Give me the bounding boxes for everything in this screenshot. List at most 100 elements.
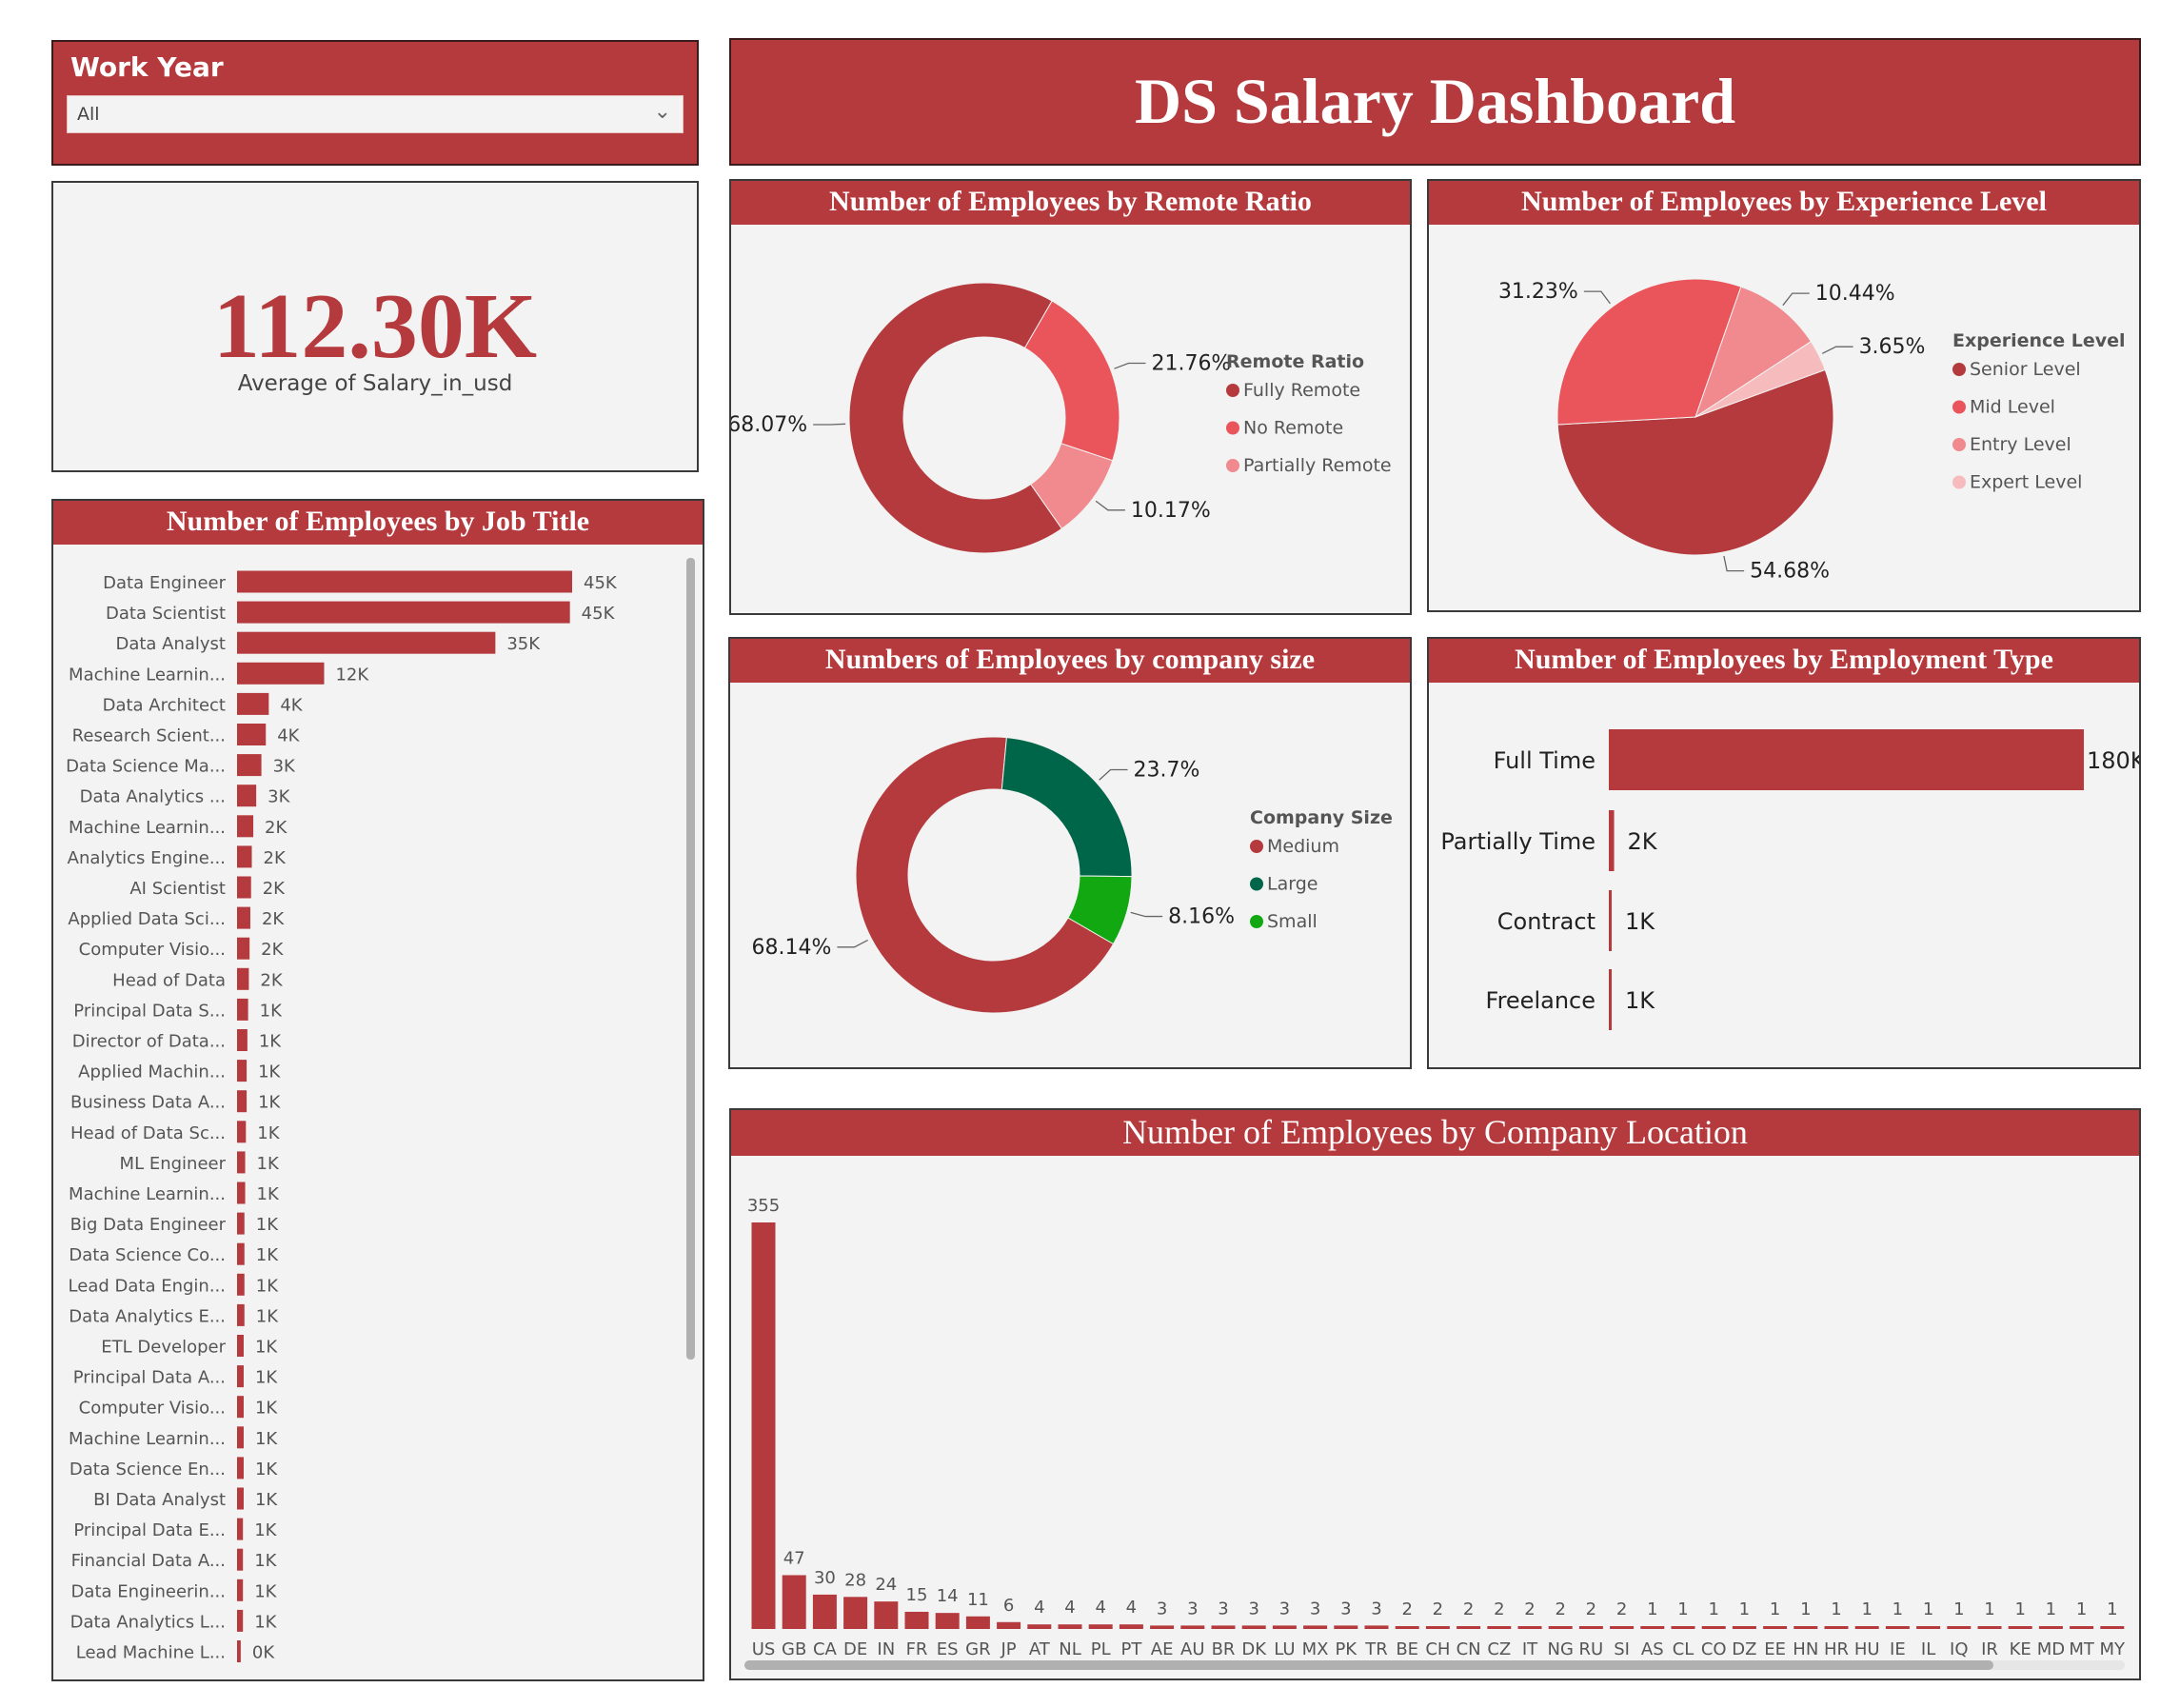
data-label: 4 xyxy=(1126,1598,1137,1618)
category-label: Data Analytics L... xyxy=(70,1612,226,1632)
slice-data-label: 8.16% xyxy=(1168,905,1235,929)
bar xyxy=(237,967,249,990)
bar xyxy=(1794,1626,1818,1629)
bar xyxy=(1364,1625,1389,1629)
category-label: MD xyxy=(2037,1639,2065,1659)
slice-senior-level xyxy=(1556,368,1834,556)
leader-line xyxy=(1723,555,1745,572)
category-label: CO xyxy=(1701,1639,1727,1659)
data-label: 1K xyxy=(254,1581,277,1601)
category-label: PK xyxy=(1335,1639,1358,1659)
legend-title: Company Size xyxy=(1250,807,1393,828)
category-label: HR xyxy=(1824,1639,1849,1659)
vertical-scrollbar[interactable] xyxy=(686,558,695,1360)
chart-title: Number of Employees by Employment Type xyxy=(1429,639,2139,683)
category-label: JP xyxy=(1001,1639,1017,1659)
leader-line xyxy=(1130,911,1163,918)
data-label: 1K xyxy=(1625,908,1655,935)
legend-marker xyxy=(1952,475,1966,489)
slice-large xyxy=(1001,737,1133,878)
slice-no-remote xyxy=(1023,300,1120,462)
category-label: US xyxy=(752,1639,776,1659)
category-label: Head of Data Sc... xyxy=(70,1123,226,1143)
bar xyxy=(1578,1626,1603,1629)
category-label: Computer Visio... xyxy=(79,940,226,960)
data-label: 28 xyxy=(844,1570,866,1590)
data-label: 2K xyxy=(262,909,285,929)
category-label: Director of Data... xyxy=(72,1032,226,1052)
bar xyxy=(1027,1624,1052,1629)
legend-item: Medium xyxy=(1267,836,1339,857)
data-label: 2K xyxy=(260,970,283,990)
bar xyxy=(237,1090,248,1113)
bar xyxy=(237,1396,244,1419)
data-label: 2 xyxy=(1401,1599,1412,1619)
category-label: PT xyxy=(1120,1639,1142,1659)
data-label: 1K xyxy=(257,1123,280,1143)
data-label: 1 xyxy=(1831,1599,1841,1619)
experience-level-plot: 54.68% 31.23% 10.44% 3.65% Experience Level S… xyxy=(1498,278,2126,584)
category-label: IR xyxy=(1981,1639,1998,1659)
bar xyxy=(237,1121,247,1143)
bar xyxy=(1334,1625,1358,1629)
category-label: IT xyxy=(1522,1639,1538,1659)
bar xyxy=(237,784,257,807)
bar xyxy=(874,1601,899,1629)
bar xyxy=(237,1303,245,1326)
legend-title: Remote Ratio xyxy=(1226,351,1364,372)
category-label: Data Science Co... xyxy=(69,1245,226,1265)
bar xyxy=(1947,1626,1972,1629)
category-label: Freelance xyxy=(1486,987,1595,1014)
category-label: Principal Data A... xyxy=(73,1368,226,1388)
horizontal-scrollbar[interactable] xyxy=(744,1660,1993,1670)
data-label: 4K xyxy=(277,726,300,746)
bar xyxy=(1609,890,1612,951)
category-label: Big Data Engineer xyxy=(70,1215,227,1235)
category-label: CA xyxy=(813,1639,838,1659)
bar xyxy=(237,1060,248,1082)
bar xyxy=(1609,729,2084,790)
bar xyxy=(2038,1626,2063,1629)
slice-data-label: 23.7% xyxy=(1134,759,1200,783)
data-label: 1K xyxy=(1625,987,1655,1014)
category-label: AS xyxy=(1641,1639,1664,1659)
slice-data-label: 31.23% xyxy=(1498,280,1578,304)
legend-marker xyxy=(1952,363,1966,376)
chevron-down-icon: ⌄ xyxy=(653,100,671,124)
data-label: 1K xyxy=(258,1063,281,1082)
bar xyxy=(1241,1625,1266,1629)
category-label: Financial Data A... xyxy=(71,1551,226,1571)
bar xyxy=(935,1613,960,1629)
data-label: 1K xyxy=(255,1429,278,1449)
category-label: IE xyxy=(1890,1639,1906,1659)
data-label: 6 xyxy=(1003,1596,1014,1616)
category-label: AU xyxy=(1180,1639,1205,1659)
chart-title: Number of Employees by Remote Ratio xyxy=(731,181,1410,225)
work-year-dropdown[interactable]: All ⌄ xyxy=(67,95,684,133)
category-label: BE xyxy=(1396,1639,1418,1659)
data-label: 1 xyxy=(1953,1599,1964,1619)
bar xyxy=(237,1182,246,1204)
category-label: Lead Machine L... xyxy=(76,1643,226,1663)
category-label: Partially Time xyxy=(1440,828,1595,855)
slice-data-label: 10.44% xyxy=(1815,282,1895,306)
category-label: NG xyxy=(1547,1639,1573,1659)
legend-item: Entry Level xyxy=(1970,434,2071,455)
slice-mid-level xyxy=(1556,278,1742,426)
category-label: Principal Data E... xyxy=(73,1520,226,1540)
slice-data-label: 68.14% xyxy=(752,936,832,960)
slice-data-label: 68.07% xyxy=(731,413,807,437)
experience-level-chart: Number of Employees by Experience Level … xyxy=(1427,179,2141,612)
bar xyxy=(1854,1626,1879,1629)
data-label: 4 xyxy=(1095,1598,1105,1618)
leader-line xyxy=(1095,500,1125,511)
bar xyxy=(237,1548,244,1571)
bar xyxy=(237,754,262,777)
data-label: 2 xyxy=(1494,1599,1504,1619)
category-label: CH xyxy=(1425,1639,1450,1659)
employment-type-plot: Full Time 180K Partially Time 2K Contract 1K F… xyxy=(1440,729,2139,1030)
bar xyxy=(237,998,248,1021)
bar xyxy=(237,845,252,868)
category-label: MY xyxy=(2100,1639,2127,1659)
category-label: NL xyxy=(1059,1639,1081,1659)
